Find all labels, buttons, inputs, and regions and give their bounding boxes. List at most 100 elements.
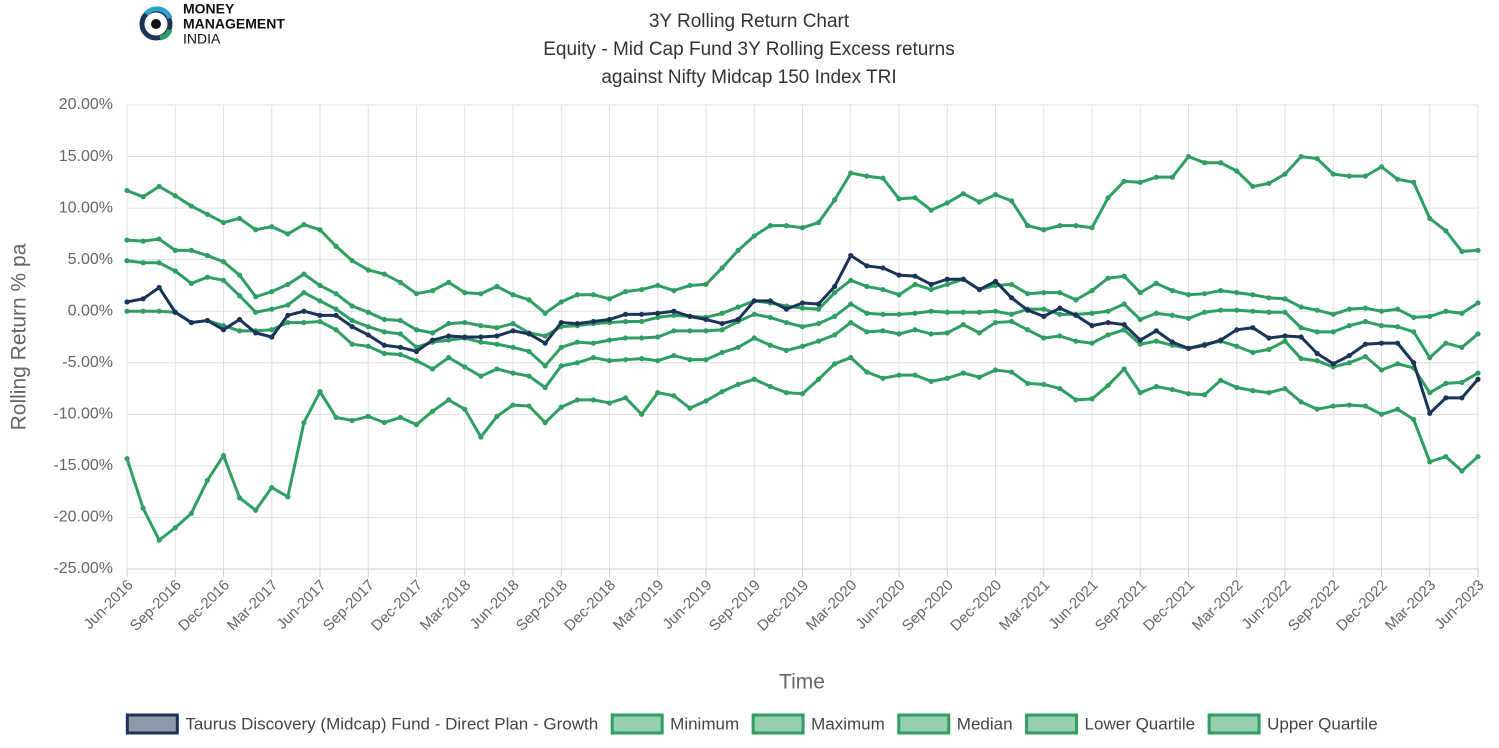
point <box>944 309 950 315</box>
point <box>236 293 243 299</box>
point <box>220 327 227 333</box>
point <box>204 252 211 259</box>
point <box>944 281 950 288</box>
point <box>333 291 339 297</box>
x-tick-label: Sep-2022 <box>1285 577 1343 635</box>
point <box>285 319 291 326</box>
point <box>172 247 178 253</box>
point <box>510 328 516 334</box>
x-tick-label: Sep-2021 <box>1092 577 1150 635</box>
point <box>156 236 162 242</box>
point <box>832 197 838 203</box>
point <box>992 278 999 284</box>
point <box>687 357 693 363</box>
point <box>799 343 806 349</box>
point <box>1008 281 1015 288</box>
point <box>639 311 645 317</box>
legend-label: Minimum <box>670 714 739 733</box>
point <box>156 537 162 543</box>
point <box>912 281 918 288</box>
point <box>526 348 532 355</box>
point <box>140 505 146 511</box>
point <box>269 327 275 333</box>
point <box>1234 384 1240 391</box>
point <box>381 329 387 335</box>
point <box>397 351 404 358</box>
point <box>767 314 773 321</box>
point <box>703 357 709 363</box>
point <box>783 319 790 326</box>
point <box>767 383 773 390</box>
point <box>1266 295 1272 301</box>
point <box>413 348 420 355</box>
point <box>446 355 452 361</box>
point <box>799 300 806 306</box>
point <box>848 355 854 361</box>
point <box>1169 386 1176 393</box>
point <box>1378 323 1385 329</box>
point <box>301 308 307 314</box>
point <box>140 296 146 302</box>
point <box>944 200 950 206</box>
point <box>1378 164 1385 170</box>
point <box>446 279 452 285</box>
point <box>526 403 532 409</box>
point <box>671 288 677 294</box>
point <box>542 419 548 426</box>
point <box>1041 381 1047 388</box>
point <box>639 356 645 362</box>
point <box>204 211 211 217</box>
point <box>301 419 307 426</box>
point <box>156 308 162 314</box>
point <box>783 306 790 312</box>
point <box>1282 296 1288 302</box>
point <box>397 331 404 337</box>
point <box>1121 327 1127 333</box>
point <box>269 306 275 312</box>
point <box>285 302 291 308</box>
point <box>429 288 436 294</box>
x-tick-label: Sep-2020 <box>899 577 957 635</box>
point <box>446 337 452 343</box>
point <box>655 358 661 364</box>
point <box>124 258 130 264</box>
point <box>413 291 420 297</box>
point <box>285 312 291 318</box>
point <box>1475 247 1481 253</box>
point <box>253 507 259 513</box>
point <box>1459 395 1465 401</box>
point <box>1330 361 1336 367</box>
point <box>253 294 259 300</box>
point <box>1427 410 1433 416</box>
point <box>1427 355 1433 361</box>
point <box>1073 223 1079 229</box>
point <box>1137 341 1143 347</box>
point <box>1105 319 1111 326</box>
point <box>815 301 822 307</box>
point <box>735 247 741 253</box>
x-tick-label: Dec-2017 <box>368 577 426 635</box>
point <box>1218 160 1224 166</box>
point <box>896 196 902 202</box>
point <box>269 224 275 230</box>
point <box>140 238 146 244</box>
point <box>124 299 130 305</box>
point <box>1057 385 1063 392</box>
point <box>301 319 307 326</box>
point <box>462 334 468 340</box>
point <box>639 286 645 293</box>
point <box>140 260 146 266</box>
point <box>880 328 886 334</box>
point <box>960 191 966 197</box>
point <box>1218 307 1224 313</box>
point <box>1041 335 1047 341</box>
point <box>1411 360 1417 366</box>
point <box>1394 306 1401 312</box>
point <box>1008 295 1015 301</box>
point <box>1008 311 1015 317</box>
point <box>317 298 323 304</box>
point <box>301 290 307 296</box>
point <box>381 271 387 277</box>
point <box>703 316 709 323</box>
point <box>976 374 983 380</box>
